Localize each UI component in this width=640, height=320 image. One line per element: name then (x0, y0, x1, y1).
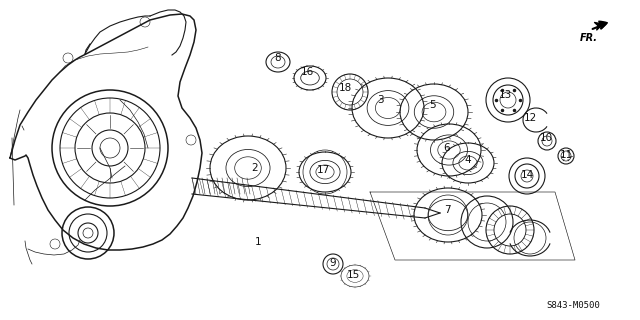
Text: 13: 13 (499, 90, 511, 100)
Text: 7: 7 (444, 205, 451, 215)
Text: 11: 11 (559, 150, 573, 160)
Text: 14: 14 (520, 170, 534, 180)
Text: 12: 12 (524, 113, 536, 123)
Text: 10: 10 (540, 133, 552, 143)
Text: 8: 8 (275, 53, 282, 63)
Text: 16: 16 (300, 67, 314, 77)
Text: 2: 2 (252, 163, 259, 173)
Text: 4: 4 (465, 155, 471, 165)
Text: S843-M0500: S843-M0500 (546, 300, 600, 309)
Text: 9: 9 (330, 258, 336, 268)
Text: 5: 5 (429, 100, 435, 110)
Text: FR.: FR. (580, 33, 598, 43)
Text: 18: 18 (339, 83, 351, 93)
Text: 17: 17 (316, 165, 330, 175)
Text: 15: 15 (346, 270, 360, 280)
Text: 3: 3 (377, 95, 383, 105)
Text: 6: 6 (444, 143, 451, 153)
Text: 1: 1 (255, 237, 261, 247)
